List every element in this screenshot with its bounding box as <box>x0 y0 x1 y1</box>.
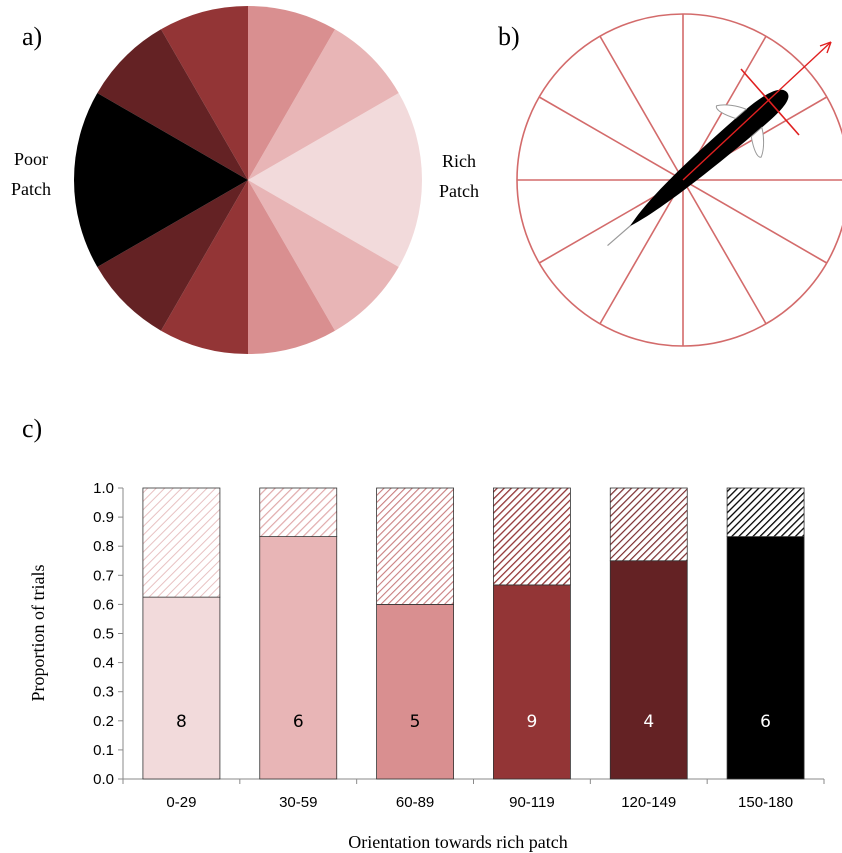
pie-wedge-30-lower <box>248 180 399 331</box>
bar-count-label: 6 <box>293 712 304 732</box>
pie-wedge-120-lower <box>97 180 248 331</box>
x-tick-label: 90-119 <box>509 794 555 811</box>
x-tick-label: 60-89 <box>396 794 434 811</box>
stacked-bar-chart: 0.0 0.1 0.2 0.3 0.4 0.5 0.6 0.7 0.8 0.9 1.0 0-29 8 30… <box>28 480 825 852</box>
bar-upper-120-149 <box>609 487 688 562</box>
poor-patch-label-line1: Poor <box>13 149 48 169</box>
y-tick-label: 0.6 <box>93 596 114 613</box>
heading-arrow-head <box>819 41 832 54</box>
sector-pie <box>73 6 423 354</box>
x-tick-label: 120-149 <box>621 794 676 811</box>
bar-upper-150-180 <box>726 487 805 537</box>
pie-wedge-60-lower <box>248 180 335 354</box>
orientation-compass <box>516 13 842 347</box>
pie-wedge-poor <box>73 93 248 267</box>
x-tick-label: 150-180 <box>738 794 793 811</box>
panel-b-label: b) <box>498 22 520 51</box>
bar-upper-0-29 <box>142 487 221 598</box>
fish-pectoral-fin-left <box>715 104 748 120</box>
y-axis-title: Proportion of trials <box>28 565 48 702</box>
y-tick-label: 0.2 <box>93 713 114 730</box>
bar-upper-30-59 <box>259 487 338 537</box>
pie-wedge-90-lower <box>161 180 248 354</box>
bar-count-label: 4 <box>643 712 654 732</box>
y-tick-label: 0.8 <box>93 538 114 555</box>
pie-wedge-rich <box>248 93 423 267</box>
bar-lower-90-119 <box>493 584 571 780</box>
bar-count-label: 9 <box>527 712 538 732</box>
head-perpendicular-line <box>740 68 800 136</box>
bar-lower-120-149 <box>609 560 688 780</box>
bar-count-label: 6 <box>760 712 771 732</box>
rich-patch-label-line2: Patch <box>439 181 479 201</box>
bar-upper-90-119 <box>493 487 571 586</box>
bar-count-label: 5 <box>410 712 421 732</box>
y-tick-label: 0.7 <box>93 567 114 584</box>
bar-lower-150-180 <box>726 536 805 780</box>
bar-lower-60-89 <box>376 603 454 780</box>
y-tick-label: 1.0 <box>93 480 114 497</box>
fish-body <box>630 89 789 226</box>
bar-upper-60-89 <box>376 487 454 605</box>
panel-c-label: c) <box>22 414 43 443</box>
pie-wedge-90-upper <box>161 6 248 180</box>
y-tick-label: 0.0 <box>93 771 114 788</box>
x-axis-title: Orientation towards rich patch <box>348 832 567 852</box>
bar-count-label: 8 <box>176 712 187 732</box>
bar-lower-30-59 <box>259 536 338 780</box>
x-tick-label: 30-59 <box>279 794 317 811</box>
pie-wedge-30-upper <box>248 29 399 180</box>
pie-wedge-60-upper <box>248 6 335 180</box>
poor-patch-label: Poor Patch <box>4 144 58 204</box>
bar-lower-0-29 <box>142 596 221 780</box>
fish-pectoral-fin-right <box>750 126 765 158</box>
heading-arrow <box>682 41 832 181</box>
x-tick-label: 0-29 <box>166 794 196 811</box>
poor-patch-label-line2: Patch <box>11 179 51 199</box>
y-tick-label: 0.4 <box>93 655 114 672</box>
fish-silhouette <box>607 89 789 247</box>
y-tick-label: 0.3 <box>93 684 114 701</box>
rich-patch-label: Rich Patch <box>432 146 486 206</box>
pie-wedge-120-upper <box>97 29 248 180</box>
y-tick-label: 0.1 <box>93 742 114 759</box>
y-tick-label: 0.5 <box>93 626 114 643</box>
rich-patch-label-line1: Rich <box>442 151 476 171</box>
panel-a-label: a) <box>22 22 43 51</box>
heading-arrow-line <box>682 41 832 181</box>
y-tick-label: 0.9 <box>93 509 114 526</box>
